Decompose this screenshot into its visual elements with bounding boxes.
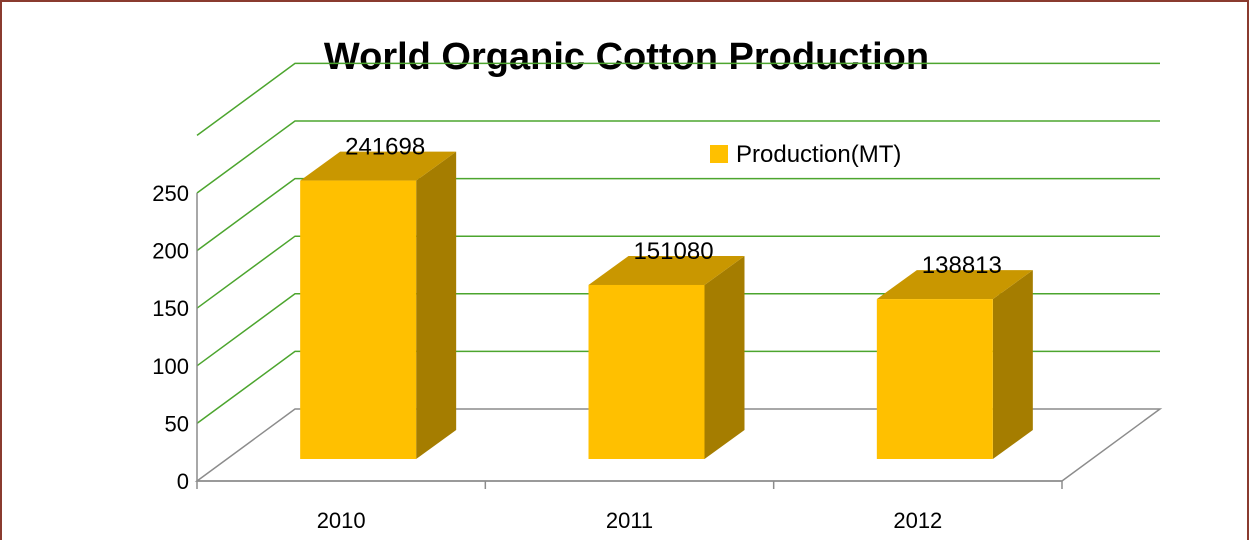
y-gridline bbox=[196, 350, 1160, 425]
bar-top bbox=[300, 151, 457, 181]
y-gridline bbox=[196, 120, 1160, 194]
y-gridline bbox=[196, 293, 1160, 367]
y-gridline bbox=[196, 235, 1160, 309]
bar-top bbox=[588, 255, 745, 285]
bar bbox=[876, 299, 993, 459]
y-tick-label: 150 bbox=[152, 296, 189, 321]
bar bbox=[300, 180, 417, 459]
data-label: 138813 bbox=[922, 252, 1002, 279]
chart-title: World Organic Cotton Production bbox=[323, 36, 930, 78]
y-gridline bbox=[196, 62, 1160, 137]
data-label: 241698 bbox=[345, 134, 425, 161]
y-tick-label: 100 bbox=[152, 354, 189, 379]
y-tick-label: 250 bbox=[152, 181, 189, 206]
legend-swatch bbox=[710, 145, 728, 163]
y-tick-label: 200 bbox=[152, 239, 189, 264]
y-tick-label: 50 bbox=[165, 411, 189, 436]
bar-side bbox=[704, 255, 745, 459]
bar-top bbox=[876, 270, 1033, 300]
y-gridline bbox=[196, 177, 1160, 252]
x-tick-label: 2012 bbox=[893, 508, 942, 533]
legend-label: Production(MT) bbox=[736, 141, 901, 168]
y-tick-label: 0 bbox=[177, 469, 189, 494]
x-tick-label: 2011 bbox=[606, 508, 653, 533]
bar bbox=[588, 284, 705, 459]
data-label: 151080 bbox=[633, 238, 713, 265]
bar-side bbox=[416, 151, 457, 459]
bar-side bbox=[992, 270, 1033, 459]
x-tick-label: 2010 bbox=[317, 508, 366, 533]
